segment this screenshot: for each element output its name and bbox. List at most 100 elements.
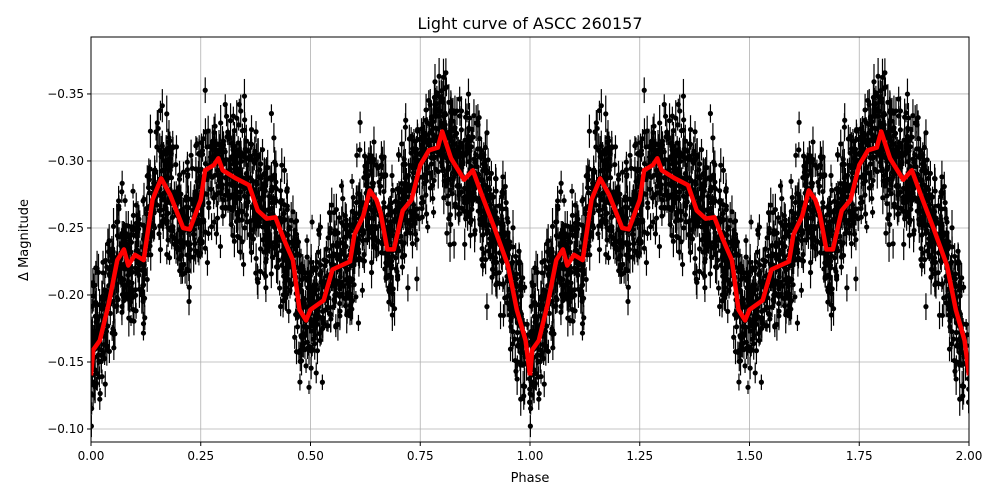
chart-title: Light curve of ASCC 260157 (417, 14, 642, 33)
data-marker (394, 269, 399, 274)
data-marker (795, 320, 800, 325)
data-marker (550, 345, 555, 350)
data-point (626, 274, 631, 300)
data-marker (356, 320, 361, 325)
data-marker (164, 111, 169, 116)
data-marker (667, 118, 672, 123)
data-marker (249, 127, 254, 132)
data-point (122, 195, 127, 207)
data-point (218, 235, 223, 258)
data-point (209, 213, 214, 240)
data-marker (357, 147, 362, 152)
data-marker (688, 127, 693, 132)
data-point (173, 154, 178, 176)
data-marker (111, 345, 116, 350)
data-marker (833, 269, 838, 274)
data-marker (793, 153, 798, 158)
data-marker (790, 195, 795, 200)
data-marker (542, 382, 547, 387)
data-marker (437, 74, 442, 79)
data-point (603, 245, 608, 265)
data-point (828, 165, 833, 187)
data-marker (716, 285, 721, 290)
data-marker (362, 252, 367, 257)
data-point (431, 206, 436, 218)
data-marker (185, 174, 190, 179)
data-point (148, 115, 153, 148)
data-marker (694, 280, 699, 285)
data-marker (561, 198, 566, 203)
data-marker (337, 313, 342, 318)
data-marker (612, 162, 617, 167)
data-point (425, 221, 430, 233)
data-point (354, 143, 359, 167)
data-marker (657, 244, 662, 249)
data-marker (767, 312, 772, 317)
data-marker (187, 285, 192, 290)
data-point (320, 375, 325, 390)
data-marker (717, 304, 722, 309)
data-marker (339, 220, 344, 225)
data-marker (218, 244, 223, 249)
data-marker (587, 129, 592, 134)
data-point (648, 213, 653, 240)
data-marker (513, 369, 518, 374)
data-point (793, 143, 798, 167)
data-marker (952, 254, 957, 259)
data-point (759, 375, 764, 390)
data-marker (692, 129, 697, 134)
data-marker (103, 382, 108, 387)
data-point (657, 235, 662, 258)
data-marker (158, 247, 163, 252)
data-marker (864, 224, 869, 229)
data-marker (513, 254, 518, 259)
data-point (389, 165, 394, 187)
data-point (718, 148, 723, 182)
data-marker (515, 376, 520, 381)
data-marker (796, 147, 801, 152)
data-marker (718, 163, 723, 168)
data-marker (173, 162, 178, 167)
data-marker (425, 224, 430, 229)
data-marker (209, 224, 214, 229)
data-marker (389, 173, 394, 178)
data-point (279, 148, 284, 182)
data-marker (320, 380, 325, 385)
data-point (187, 274, 192, 300)
data-marker (870, 178, 875, 183)
data-marker (399, 141, 404, 146)
data-marker (328, 312, 333, 317)
data-marker (122, 198, 127, 203)
data-marker (778, 220, 783, 225)
data-marker (814, 165, 819, 170)
data-point (528, 415, 533, 437)
data-marker (431, 178, 436, 183)
data-marker (464, 110, 469, 115)
data-point (561, 195, 566, 207)
data-marker (626, 285, 631, 290)
data-marker (870, 210, 875, 215)
data-point (612, 154, 617, 176)
data-marker (952, 369, 957, 374)
data-marker (255, 280, 260, 285)
data-point (215, 201, 220, 236)
data-marker (838, 141, 843, 146)
data-marker (624, 174, 629, 179)
data-point (164, 245, 169, 265)
data-marker (354, 153, 359, 158)
data-point (870, 206, 875, 218)
data-point (356, 315, 361, 331)
data-marker (431, 210, 436, 215)
data-marker (277, 285, 282, 290)
data-marker (375, 165, 380, 170)
data-marker (759, 380, 764, 385)
data-marker (228, 118, 233, 123)
data-marker (305, 254, 310, 259)
data-marker (903, 110, 908, 115)
data-marker (351, 195, 356, 200)
data-marker (801, 252, 806, 257)
data-marker (828, 173, 833, 178)
data-marker (954, 376, 959, 381)
data-point (587, 115, 592, 148)
